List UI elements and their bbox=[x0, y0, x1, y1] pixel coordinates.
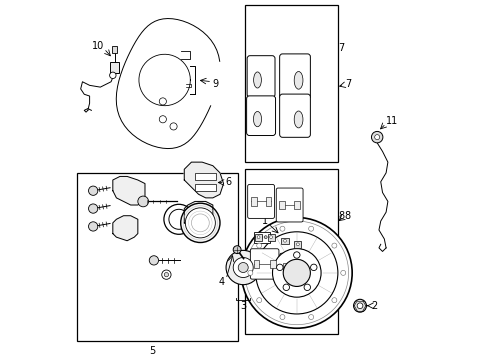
Bar bbox=[253, 260, 259, 268]
Text: 11: 11 bbox=[386, 116, 398, 126]
Circle shape bbox=[162, 270, 171, 279]
Text: 6: 6 bbox=[225, 177, 231, 187]
FancyBboxPatch shape bbox=[247, 184, 274, 219]
FancyBboxPatch shape bbox=[280, 253, 307, 282]
Circle shape bbox=[280, 315, 285, 320]
Text: 2: 2 bbox=[371, 301, 377, 311]
Bar bbox=[255, 234, 262, 241]
Circle shape bbox=[257, 298, 262, 303]
FancyBboxPatch shape bbox=[280, 54, 310, 99]
Circle shape bbox=[309, 226, 314, 231]
Polygon shape bbox=[184, 162, 223, 198]
Bar bbox=[77, 173, 238, 341]
Bar bbox=[266, 197, 271, 206]
Circle shape bbox=[257, 243, 262, 248]
Polygon shape bbox=[113, 216, 138, 241]
Bar bbox=[281, 238, 289, 244]
Circle shape bbox=[283, 284, 290, 291]
Circle shape bbox=[260, 236, 263, 239]
Text: 1: 1 bbox=[262, 216, 268, 226]
Circle shape bbox=[164, 273, 169, 277]
Circle shape bbox=[233, 257, 253, 278]
Circle shape bbox=[170, 123, 177, 130]
Ellipse shape bbox=[253, 112, 262, 127]
Bar bbox=[195, 173, 217, 180]
Text: 7: 7 bbox=[338, 43, 344, 53]
Bar bbox=[251, 197, 257, 206]
Text: 5: 5 bbox=[149, 346, 155, 356]
Circle shape bbox=[89, 186, 98, 195]
Circle shape bbox=[276, 264, 283, 271]
Polygon shape bbox=[113, 176, 145, 205]
Circle shape bbox=[233, 246, 241, 253]
Circle shape bbox=[192, 214, 209, 232]
Bar bbox=[112, 46, 118, 53]
Circle shape bbox=[185, 208, 215, 238]
Circle shape bbox=[272, 249, 321, 297]
FancyBboxPatch shape bbox=[246, 96, 275, 135]
Circle shape bbox=[138, 196, 148, 207]
Circle shape bbox=[311, 264, 317, 271]
Circle shape bbox=[375, 135, 380, 140]
Circle shape bbox=[149, 256, 159, 265]
FancyBboxPatch shape bbox=[276, 188, 303, 222]
Bar bbox=[268, 234, 275, 241]
Circle shape bbox=[280, 226, 285, 231]
Bar bbox=[294, 201, 300, 209]
Text: 10: 10 bbox=[93, 41, 105, 51]
Text: 8: 8 bbox=[344, 211, 350, 221]
Circle shape bbox=[255, 236, 258, 239]
Polygon shape bbox=[184, 202, 213, 226]
Circle shape bbox=[242, 217, 352, 328]
Circle shape bbox=[332, 243, 337, 248]
Bar bbox=[283, 263, 289, 272]
Circle shape bbox=[341, 270, 346, 275]
Bar bbox=[110, 62, 119, 73]
Bar bbox=[245, 5, 338, 162]
Circle shape bbox=[371, 131, 383, 143]
Text: 3: 3 bbox=[240, 301, 246, 311]
Bar bbox=[279, 201, 285, 209]
Circle shape bbox=[284, 239, 287, 242]
Circle shape bbox=[294, 252, 300, 258]
Circle shape bbox=[159, 116, 167, 123]
Bar bbox=[294, 242, 301, 248]
Ellipse shape bbox=[294, 111, 303, 128]
Text: 4: 4 bbox=[219, 277, 225, 287]
Bar bbox=[298, 263, 303, 272]
Circle shape bbox=[264, 236, 267, 239]
Circle shape bbox=[304, 284, 311, 291]
Ellipse shape bbox=[294, 72, 303, 89]
Circle shape bbox=[238, 262, 248, 273]
Bar bbox=[254, 232, 270, 243]
Bar bbox=[245, 169, 338, 334]
Text: 8: 8 bbox=[339, 211, 344, 221]
Circle shape bbox=[257, 236, 260, 239]
Circle shape bbox=[283, 259, 310, 287]
Circle shape bbox=[89, 204, 98, 213]
Circle shape bbox=[357, 303, 363, 309]
Circle shape bbox=[226, 250, 260, 285]
Circle shape bbox=[248, 270, 253, 275]
Circle shape bbox=[110, 72, 116, 78]
Text: 9: 9 bbox=[213, 78, 219, 89]
Ellipse shape bbox=[254, 72, 261, 88]
Circle shape bbox=[270, 236, 272, 239]
FancyBboxPatch shape bbox=[247, 56, 275, 97]
FancyBboxPatch shape bbox=[250, 249, 279, 279]
Circle shape bbox=[89, 222, 98, 231]
Text: 7: 7 bbox=[345, 78, 351, 89]
Bar bbox=[195, 184, 217, 191]
Circle shape bbox=[159, 98, 167, 105]
Circle shape bbox=[332, 298, 337, 303]
Circle shape bbox=[354, 299, 367, 312]
Circle shape bbox=[309, 315, 314, 320]
Circle shape bbox=[181, 203, 220, 243]
Circle shape bbox=[296, 243, 299, 246]
Circle shape bbox=[256, 232, 338, 314]
Bar bbox=[270, 260, 276, 268]
FancyBboxPatch shape bbox=[280, 94, 310, 137]
